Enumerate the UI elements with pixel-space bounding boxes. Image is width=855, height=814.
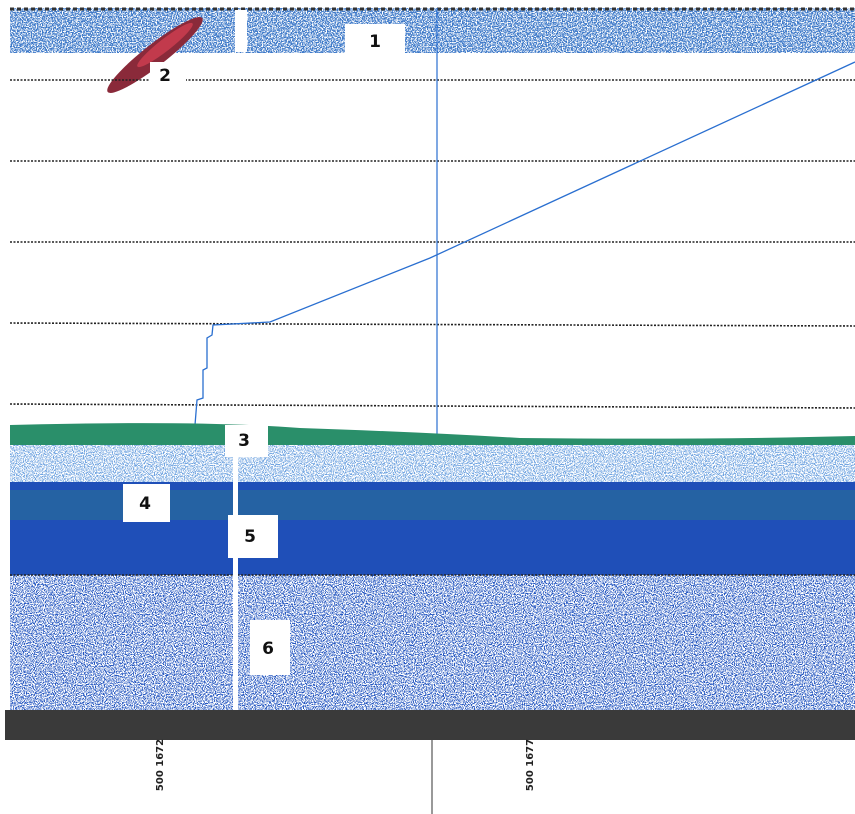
label: 6 [262,639,274,659]
time-annotation: 500 1677 [525,739,536,791]
gap [233,440,238,710]
label: 1 [369,32,381,52]
depth-line [10,323,855,326]
echogram: 1 2 3 4 5 6 500 1672 500 1677 [0,0,855,814]
label: 5 [244,527,256,547]
time-annotation: 500 1672 [155,739,166,791]
label: 4 [139,494,151,514]
bottom-band [5,710,855,740]
trawl-path [195,62,855,425]
surface-noise [10,8,855,53]
layer-white-noise [10,445,855,485]
page: 1 2 3 4 5 6 500 1672 500 1677 (() => { c… [0,0,855,814]
layer-speckled-noise [10,575,855,710]
depth-line [10,404,855,408]
label: 3 [238,431,250,451]
gap [235,10,247,52]
label: 2 [159,66,171,86]
